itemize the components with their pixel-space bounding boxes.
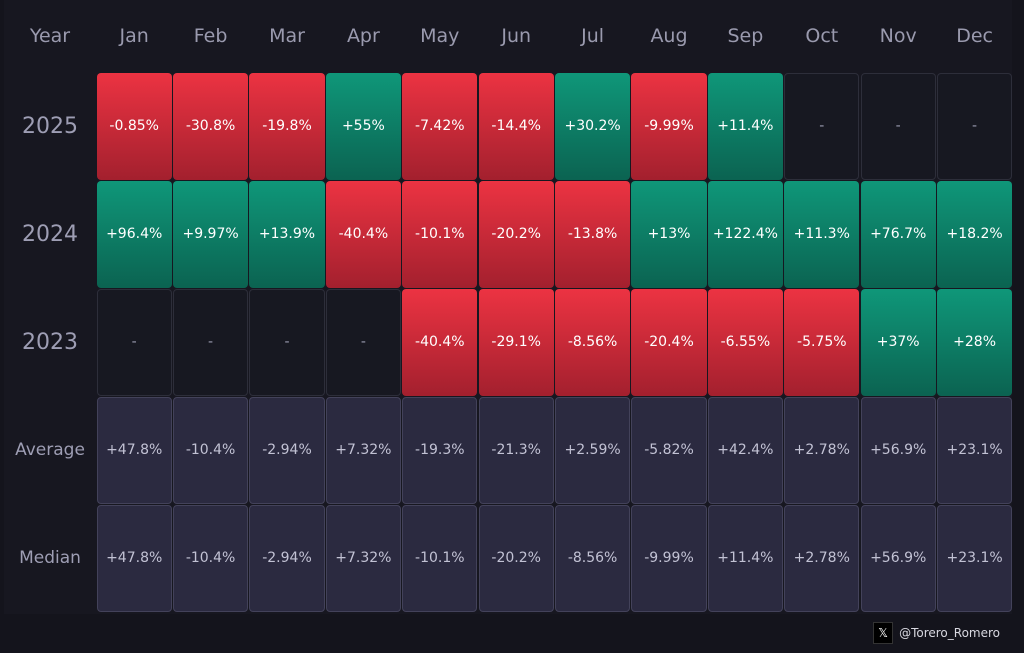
heatmap-cell: -8.56% — [554, 288, 631, 396]
heatmap-cell: +2.59% — [554, 396, 631, 504]
author-handle: @Torero_Romero — [899, 626, 1000, 640]
heatmap-cell: +28% — [936, 288, 1013, 396]
heatmap-cell: -9.99% — [631, 72, 707, 180]
header-year: Year — [29, 25, 71, 47]
heatmap-cell: +37% — [860, 288, 936, 396]
x-logo-icon: 𝕏 — [873, 622, 894, 644]
watermark: 𝕏 @Torero_Romero — [873, 622, 1000, 644]
heatmap-cell: -14.4% — [478, 72, 554, 180]
heatmap-cell: -40.4% — [325, 180, 402, 288]
heatmap-cell: - — [860, 72, 936, 180]
heatmap-cell: +13.9% — [249, 180, 325, 288]
heatmap-cell: +56.9% — [860, 504, 936, 612]
heatmap-cell: -10.4% — [172, 396, 249, 504]
header-month-mar: Mar — [269, 25, 305, 47]
heatmap-cell: - — [172, 288, 249, 396]
row-label-2023: 2023 — [22, 329, 78, 355]
heatmap-cell: +9.97% — [172, 180, 249, 288]
heatmap-cell: +76.7% — [860, 180, 936, 288]
heatmap-cell: -2.94% — [249, 504, 325, 612]
heatmap-cell: +18.2% — [936, 180, 1013, 288]
heatmap-cell: +122.4% — [707, 180, 784, 288]
header-month-sep: Sep — [727, 25, 764, 47]
heatmap-cell: -0.85% — [96, 72, 172, 180]
heatmap-cell: - — [325, 288, 402, 396]
heatmap-cell: -20.2% — [478, 180, 554, 288]
heatmap-cell: -10.4% — [172, 504, 249, 612]
heatmap-cell: +11.4% — [707, 504, 784, 612]
heatmap-cell: -20.2% — [478, 504, 554, 612]
heatmap-cell: +47.8% — [96, 396, 172, 504]
heatmap-cell: -21.3% — [478, 396, 554, 504]
heatmap-cell: -5.82% — [631, 396, 707, 504]
heatmap-cell: -10.1% — [402, 180, 478, 288]
header-month-dec: Dec — [956, 25, 993, 47]
heatmap-cell: +2.78% — [784, 396, 860, 504]
heatmap-cell: +2.78% — [784, 504, 860, 612]
heatmap-cell: - — [936, 72, 1013, 180]
header-month-feb: Feb — [193, 25, 228, 47]
row-label-median: Median — [19, 548, 81, 568]
heatmap-cell: +42.4% — [707, 396, 784, 504]
heatmap-cell: +23.1% — [936, 504, 1013, 612]
heatmap-cell: -13.8% — [554, 180, 631, 288]
heatmap-cell: +55% — [325, 72, 402, 180]
heatmap-cell: -8.56% — [554, 504, 631, 612]
heatmap-cell: - — [784, 72, 860, 180]
header-month-jan: Jan — [119, 25, 149, 47]
heatmap-cell: -20.4% — [631, 288, 707, 396]
heatmap-cell: +11.3% — [784, 180, 860, 288]
heatmap-cell: +7.32% — [325, 504, 402, 612]
heatmap-cell: -30.8% — [172, 72, 249, 180]
heatmap-cell: - — [96, 288, 172, 396]
header-month-may: May — [420, 25, 460, 47]
header-month-jun: Jun — [501, 25, 532, 47]
heatmap-cell: +11.4% — [707, 72, 784, 180]
heatmap-cell: +23.1% — [936, 396, 1013, 504]
heatmap-cell: -40.4% — [402, 288, 478, 396]
heatmap-cell: - — [249, 288, 325, 396]
heatmap-cell: -10.1% — [402, 504, 478, 612]
heatmap-cell: +13% — [631, 180, 707, 288]
heatmap-cell: +56.9% — [860, 396, 936, 504]
heatmap-cell: -2.94% — [249, 396, 325, 504]
row-label-2024: 2024 — [22, 221, 78, 247]
row-label-average: Average — [15, 440, 85, 460]
heatmap-cell: -19.8% — [249, 72, 325, 180]
header-month-nov: Nov — [879, 25, 917, 47]
heatmap-cell: -29.1% — [478, 288, 554, 396]
heatmap-cell: +30.2% — [554, 72, 631, 180]
heatmap-cell: +96.4% — [96, 180, 172, 288]
header-month-aug: Aug — [650, 25, 688, 47]
heatmap-cell: -7.42% — [402, 72, 478, 180]
header-month-oct: Oct — [805, 25, 839, 47]
row-label-2025: 2025 — [22, 113, 78, 139]
header-month-jul: Jul — [581, 25, 605, 47]
heatmap-panel: Year Jan Feb Mar Apr May Jun Jul Aug Sep Oct Nov Dec… — [4, 0, 1013, 614]
header-month-apr: Apr — [346, 25, 380, 47]
heatmap-cell: +7.32% — [325, 396, 402, 504]
heatmap-cell: -19.3% — [402, 396, 478, 504]
heatmap-cell: -6.55% — [707, 288, 784, 396]
heatmap-cell: -9.99% — [631, 504, 707, 612]
heatmap-cell: +47.8% — [96, 504, 172, 612]
heatmap-cell: -5.75% — [784, 288, 860, 396]
